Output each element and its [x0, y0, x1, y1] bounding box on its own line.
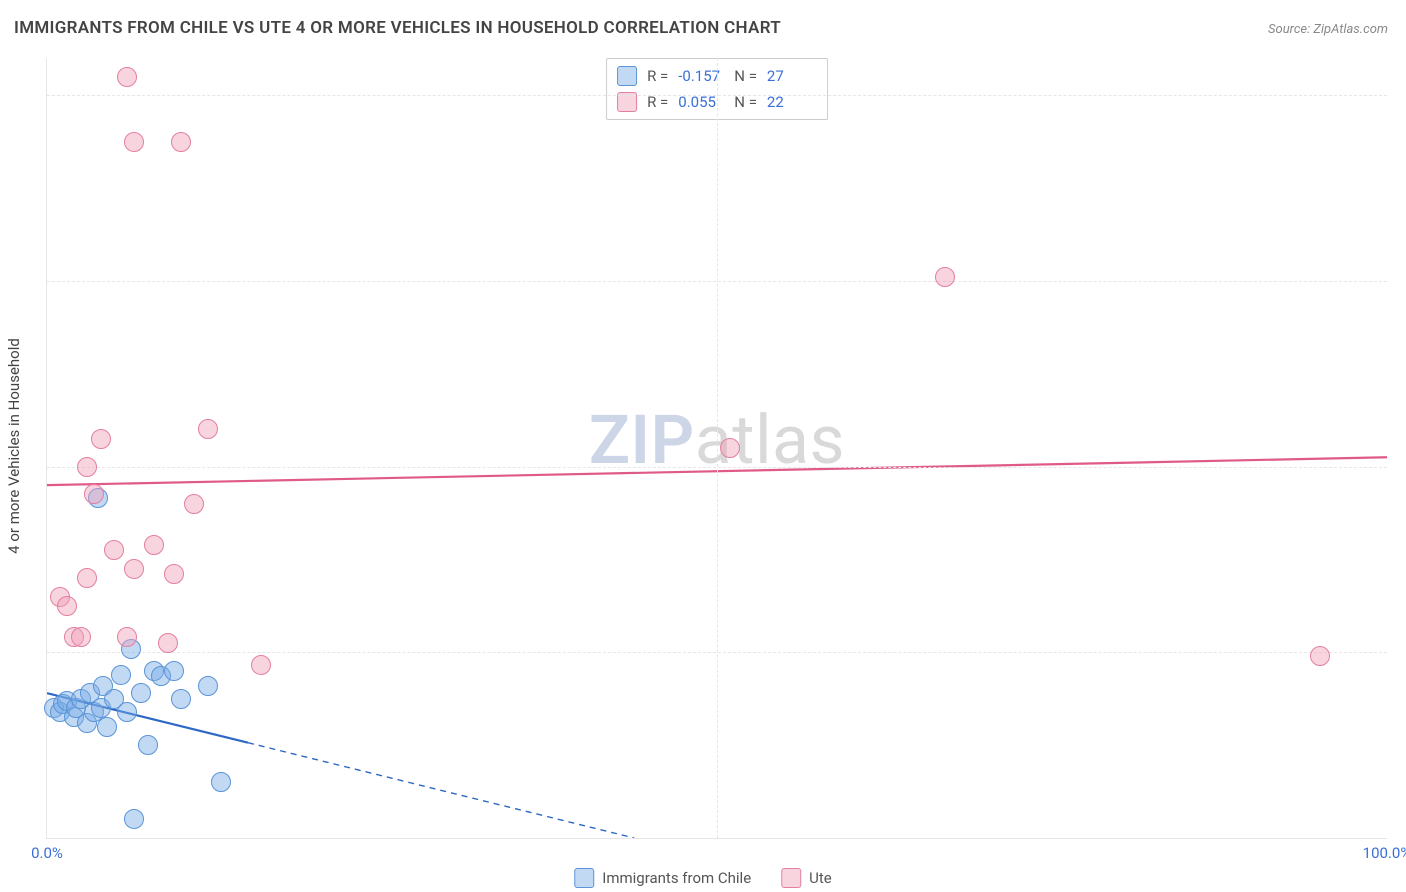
bottom-legend: Immigrants from Chile Ute	[574, 868, 832, 888]
scatter-point	[144, 535, 164, 555]
legend-item-series2: Ute	[781, 868, 832, 888]
y-axis-label: 4 or more Vehicles in Household	[5, 338, 23, 554]
gridline-v	[717, 58, 718, 838]
scatter-point	[158, 633, 178, 653]
scatter-point	[164, 661, 184, 681]
y-tick-label: 40.0%	[1397, 86, 1406, 104]
scatter-point	[57, 596, 77, 616]
chart-title: IMMIGRANTS FROM CHILE VS UTE 4 OR MORE V…	[14, 18, 781, 38]
stat-n-label: N =	[734, 63, 757, 89]
swatch-series1	[617, 66, 637, 86]
scatter-point	[117, 702, 137, 722]
scatter-point	[77, 457, 97, 477]
stat-n-label: N =	[734, 89, 757, 115]
stat-n-series1: 27	[767, 63, 813, 89]
scatter-point	[117, 67, 137, 87]
scatter-point	[124, 559, 144, 579]
scatter-point	[104, 540, 124, 560]
scatter-point	[84, 484, 104, 504]
legend-label-series2: Ute	[809, 869, 832, 887]
scatter-point	[117, 627, 137, 647]
stat-r-label: R =	[647, 63, 668, 89]
source-attribution: Source: ZipAtlas.com	[1268, 22, 1388, 37]
x-tick-label: 0.0%	[31, 844, 63, 862]
plot-area: ZIPatlas R = -0.157 N = 27 R = 0.055 N =…	[46, 58, 1387, 839]
stat-r-label: R =	[647, 89, 668, 115]
swatch-series2	[781, 868, 801, 888]
scatter-point	[198, 419, 218, 439]
scatter-point	[1310, 646, 1330, 666]
scatter-point	[211, 772, 231, 792]
scatter-point	[77, 568, 97, 588]
swatch-series1	[574, 868, 594, 888]
scatter-point	[720, 438, 740, 458]
scatter-point	[935, 267, 955, 287]
scatter-point	[111, 665, 131, 685]
scatter-point	[97, 717, 117, 737]
y-tick-label: 30.0%	[1397, 272, 1406, 290]
legend-label-series1: Immigrants from Chile	[602, 869, 751, 887]
scatter-point	[171, 689, 191, 709]
scatter-point	[138, 735, 158, 755]
scatter-point	[71, 627, 91, 647]
stats-row-series2: R = 0.055 N = 22	[617, 89, 813, 115]
legend-item-series1: Immigrants from Chile	[574, 868, 751, 888]
scatter-point	[131, 683, 151, 703]
stat-n-series2: 22	[767, 89, 813, 115]
x-tick-label: 100.0%	[1363, 844, 1406, 862]
scatter-point	[184, 494, 204, 514]
scatter-point	[91, 429, 111, 449]
watermark-zip: ZIP	[589, 400, 695, 480]
scatter-point	[171, 132, 191, 152]
scatter-point	[164, 564, 184, 584]
stats-row-series1: R = -0.157 N = 27	[617, 63, 813, 89]
y-tick-label: 10.0%	[1397, 643, 1406, 661]
scatter-point	[198, 676, 218, 696]
scatter-point	[124, 132, 144, 152]
chart-container: IMMIGRANTS FROM CHILE VS UTE 4 OR MORE V…	[0, 0, 1406, 892]
scatter-point	[251, 655, 271, 675]
y-tick-label: 20.0%	[1397, 458, 1406, 476]
scatter-point	[124, 809, 144, 829]
